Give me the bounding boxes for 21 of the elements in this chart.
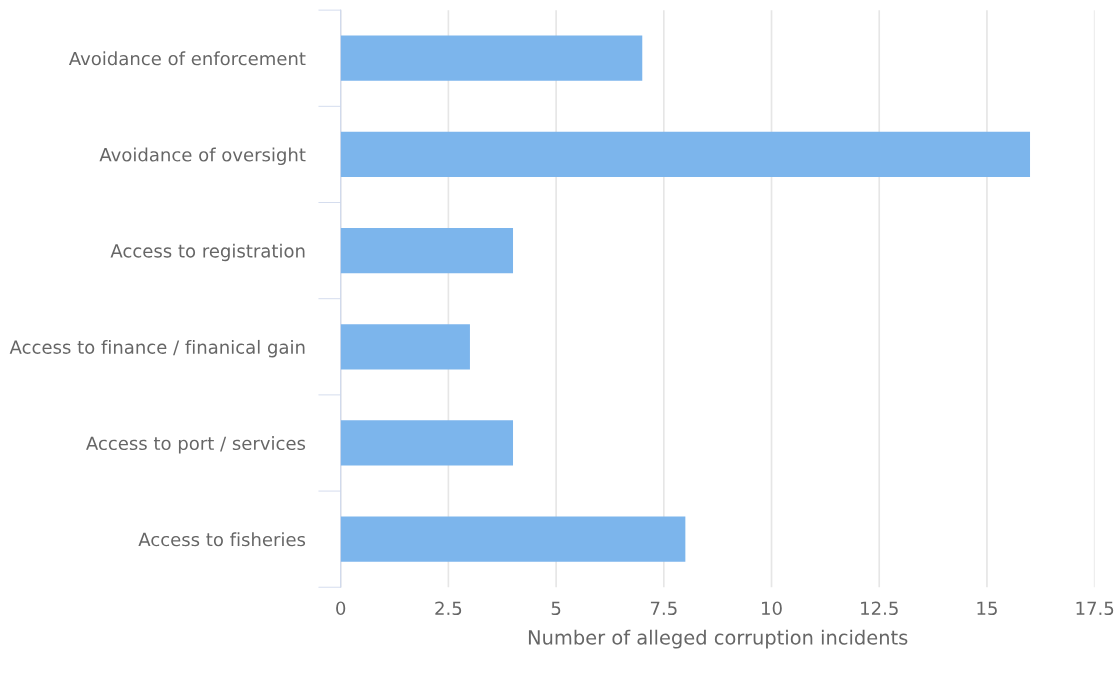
bar	[340, 420, 514, 466]
x-tick-label: 10	[762, 601, 782, 616]
y-tick-label: Access to registration	[110, 243, 305, 262]
x-axis-title: Number of alleged corruption incidents	[528, 629, 908, 649]
x-tick-label: 0	[336, 601, 346, 616]
y-tick-label: Access to port / services	[86, 436, 306, 454]
x-tick-label: 5	[551, 601, 561, 616]
bar	[340, 131, 1031, 178]
y-tick-label: Avoidance of oversight	[99, 147, 306, 166]
y-tick-label: Avoidance of enforcement	[68, 51, 306, 66]
bar	[340, 324, 470, 370]
x-tick-label: 12.5	[861, 601, 898, 616]
x-tick-label: 7.5	[650, 601, 677, 616]
bar	[340, 516, 686, 562]
x-tick-label: 17.5	[1076, 601, 1114, 616]
bar	[340, 227, 514, 274]
bar	[340, 35, 643, 81]
y-tick-label: Access to fisheries	[138, 532, 306, 547]
x-tick-label: 2.5	[435, 601, 462, 616]
y-tick-label: Access to finance / finanical gain	[9, 339, 305, 358]
x-tick-label: 15	[977, 601, 997, 616]
